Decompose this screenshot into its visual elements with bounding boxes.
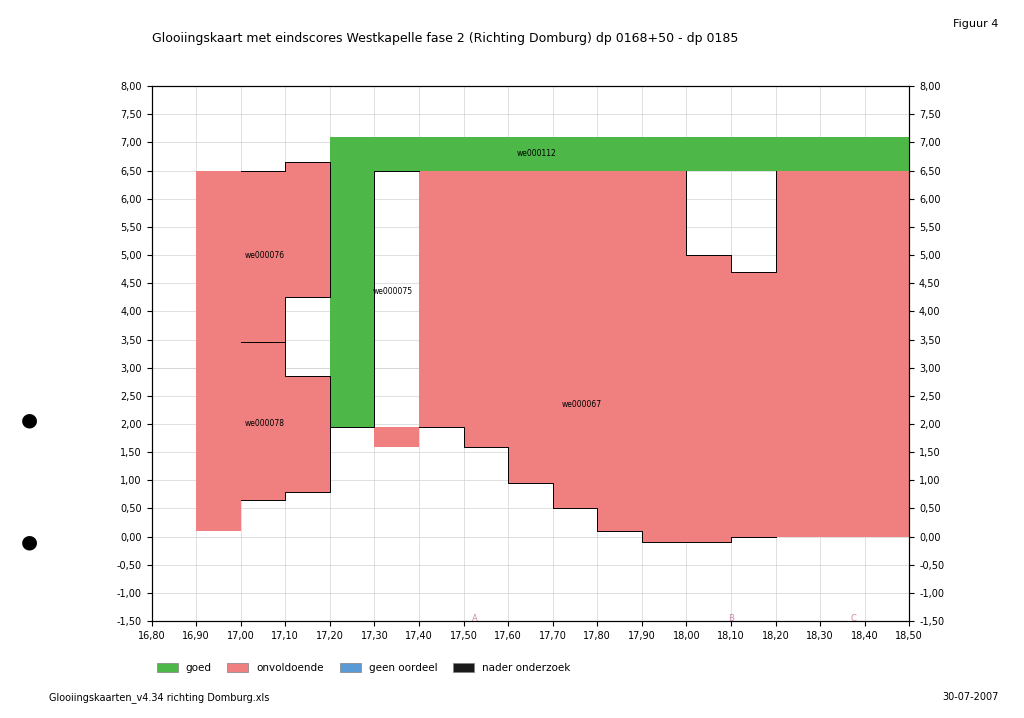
Text: we000078: we000078 (245, 419, 285, 429)
Polygon shape (197, 297, 330, 531)
Text: ●: ● (20, 533, 38, 551)
Polygon shape (330, 162, 375, 376)
Text: C: C (851, 614, 856, 623)
Polygon shape (686, 137, 731, 171)
Text: we000112: we000112 (517, 149, 557, 158)
Text: we000076: we000076 (245, 251, 286, 260)
Polygon shape (330, 137, 375, 162)
Text: ●: ● (20, 411, 38, 429)
Polygon shape (553, 137, 686, 171)
Text: we000067: we000067 (561, 400, 602, 409)
Text: Glooiingskaarten_v4.34 richting Domburg.xls: Glooiingskaarten_v4.34 richting Domburg.… (49, 692, 269, 703)
Polygon shape (731, 137, 909, 171)
Text: Figuur 4: Figuur 4 (953, 19, 998, 29)
Polygon shape (197, 171, 241, 297)
Text: Glooiingskaart met eindscores Westkapelle fase 2 (Richting Domburg) dp 0168+50 -: Glooiingskaart met eindscores Westkapell… (152, 32, 738, 45)
Polygon shape (375, 426, 419, 447)
Polygon shape (419, 171, 909, 542)
Text: B: B (728, 614, 734, 623)
Text: we000075: we000075 (372, 287, 413, 297)
Polygon shape (241, 162, 330, 342)
Legend: goed, onvoldoende, geen oordeel, nader onderzoek: goed, onvoldoende, geen oordeel, nader o… (153, 659, 574, 677)
Polygon shape (330, 137, 419, 426)
Text: A: A (472, 614, 477, 623)
Text: 30-07-2007: 30-07-2007 (942, 692, 998, 702)
Polygon shape (419, 137, 553, 171)
